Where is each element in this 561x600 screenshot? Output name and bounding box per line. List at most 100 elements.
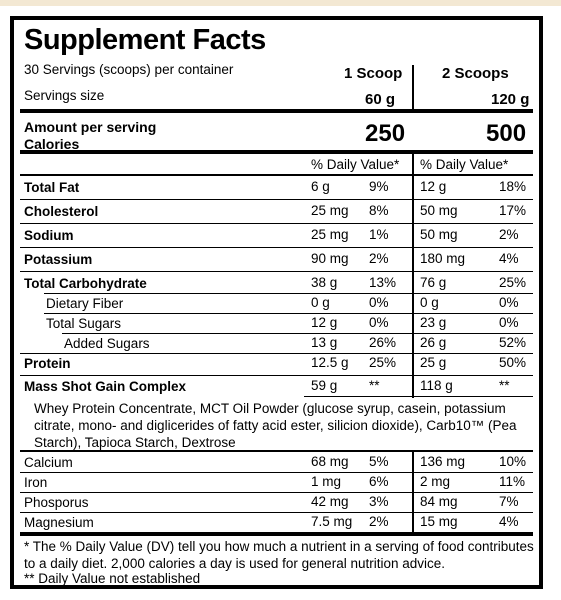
dv-2: 0%	[499, 315, 519, 330]
nutrient-name: Mass Shot Gain Complex	[24, 379, 187, 394]
mineral-name: Iron	[24, 475, 48, 490]
divider	[304, 396, 533, 397]
servings-size-label: Servings size	[24, 88, 105, 103]
dv-2: 7%	[499, 494, 519, 509]
dv-2: 25%	[499, 275, 527, 290]
dv-1: 9%	[369, 179, 389, 194]
dv-1: 6%	[369, 474, 389, 489]
divider	[20, 375, 533, 376]
amount-2: 76 g	[420, 275, 447, 290]
amount-1: 1 mg	[311, 474, 342, 489]
mineral-name: Phosporus	[24, 495, 89, 510]
nutrient-row: Total Carbohydrate 38 g 13% 76 g 25%	[14, 273, 539, 293]
amount-2: 50 mg	[420, 227, 458, 242]
amount-2: 2 mg	[420, 474, 451, 489]
dv-2: 17%	[499, 203, 527, 218]
servings-per-container: 30 Servings (scoops) per container	[24, 62, 234, 77]
amount-2: 15 mg	[420, 514, 458, 529]
divider	[20, 247, 533, 248]
divider	[20, 199, 533, 200]
nutrient-name: Protein	[24, 356, 71, 371]
mineral-row: Magnesium 7.5 mg 2% 15 mg 4%	[14, 512, 539, 532]
nutrient-row: Sodium 25 mg 1% 50 mg 2%	[14, 225, 539, 245]
dv-2: **	[499, 378, 510, 393]
dv-2: 52%	[499, 335, 527, 350]
nutrient-row: Total Sugars 12 g 0% 23 g 0%	[14, 313, 539, 333]
dv-header-1: % Daily Value*	[311, 157, 400, 172]
calories-label: Calories	[24, 136, 80, 152]
amount-1: 25 mg	[311, 227, 349, 242]
divider	[44, 293, 533, 294]
divider	[44, 313, 533, 314]
divider-thick	[20, 109, 533, 113]
amount-2: 50 mg	[420, 203, 458, 218]
dv-2: 2%	[499, 227, 519, 242]
amount-1: 13 g	[311, 335, 338, 350]
mineral-row: Phosporus 42 mg 3% 84 mg 7%	[14, 492, 539, 512]
footnote-not-established: ** Daily Value not established	[24, 571, 201, 586]
amount-1: 25 mg	[311, 203, 349, 218]
column-separator	[412, 452, 414, 532]
amount-2: 26 g	[420, 335, 447, 350]
amount-2: 23 g	[420, 315, 447, 330]
divider	[20, 353, 533, 354]
dv-1: 3%	[369, 494, 389, 509]
divider-thick	[20, 532, 533, 536]
amount-1: 6 g	[311, 179, 330, 194]
column-separator	[412, 153, 414, 398]
divider	[20, 223, 533, 224]
amount-1: 38 g	[311, 275, 338, 290]
column-separator	[412, 65, 414, 112]
dv-1: 2%	[369, 251, 389, 266]
nutrient-name: Total Carbohydrate	[24, 276, 147, 291]
nutrient-row: Dietary Fiber 0 g 0% 0 g 0%	[14, 293, 539, 313]
dv-1: 0%	[369, 295, 389, 310]
dv-1: 5%	[369, 454, 389, 469]
divider	[20, 450, 533, 452]
nutrient-row: Mass Shot Gain Complex 59 g ** 118 g **	[14, 376, 539, 396]
col2-size: 120 g	[491, 91, 530, 108]
amount-2: 180 mg	[420, 251, 466, 266]
dv-2: 4%	[499, 251, 519, 266]
panel-title: Supplement Facts	[24, 24, 266, 56]
nutrient-name: Total Sugars	[46, 316, 122, 331]
amount-2: 0 g	[420, 295, 439, 310]
dv-2: 50%	[499, 355, 527, 370]
mineral-name: Magnesium	[24, 515, 94, 530]
amount-1: 7.5 mg	[311, 514, 353, 529]
dv-1: 25%	[369, 355, 397, 370]
col1-size: 60 g	[365, 91, 396, 108]
dv-1: 2%	[369, 514, 389, 529]
amount-2: 118 g	[420, 378, 453, 393]
dv-2: 11%	[499, 474, 526, 489]
amount-2: 25 g	[420, 355, 447, 370]
amount-label: Amount per serving	[24, 119, 157, 135]
mineral-row: Iron 1 mg 6% 2 mg 11%	[14, 472, 539, 492]
dv-1: 26%	[369, 335, 397, 350]
nutrient-row: Total Fat 6 g 9% 12 g 18%	[14, 177, 539, 197]
amount-1: 42 mg	[311, 494, 349, 509]
nutrient-name: Total Fat	[24, 180, 80, 195]
col2-header: 2 Scoops	[442, 65, 509, 82]
top-strip	[0, 0, 561, 6]
amount-2: 12 g	[420, 179, 447, 194]
mineral-row: Calcium 68 mg 5% 136 mg 10%	[14, 452, 539, 472]
amount-1: 59 g	[311, 378, 338, 393]
nutrient-name: Dietary Fiber	[46, 296, 124, 311]
dv-1: **	[369, 378, 380, 393]
dv-2: 10%	[499, 454, 527, 469]
amount-1: 12 g	[311, 315, 338, 330]
dv-2: 0%	[499, 295, 519, 310]
nutrient-row: Potassium 90 mg 2% 180 mg 4%	[14, 249, 539, 269]
amount-2: 136 mg	[420, 454, 466, 469]
col1-header: 1 Scoop	[344, 65, 403, 82]
nutrient-row: Cholesterol 25 mg 8% 50 mg 17%	[14, 201, 539, 221]
ingredients-text: Whey Protein Concentrate, MCT Oil Powder…	[34, 401, 517, 450]
dv-1: 0%	[369, 315, 389, 330]
divider	[20, 492, 533, 493]
divider	[20, 174, 533, 176]
mineral-name: Calcium	[24, 455, 73, 470]
supplement-facts-panel: Supplement Facts 30 Servings (scoops) pe…	[10, 16, 543, 589]
footnote-dv: * The % Daily Value (DV) tell you how mu…	[24, 539, 534, 571]
nutrient-name: Cholesterol	[24, 204, 99, 219]
